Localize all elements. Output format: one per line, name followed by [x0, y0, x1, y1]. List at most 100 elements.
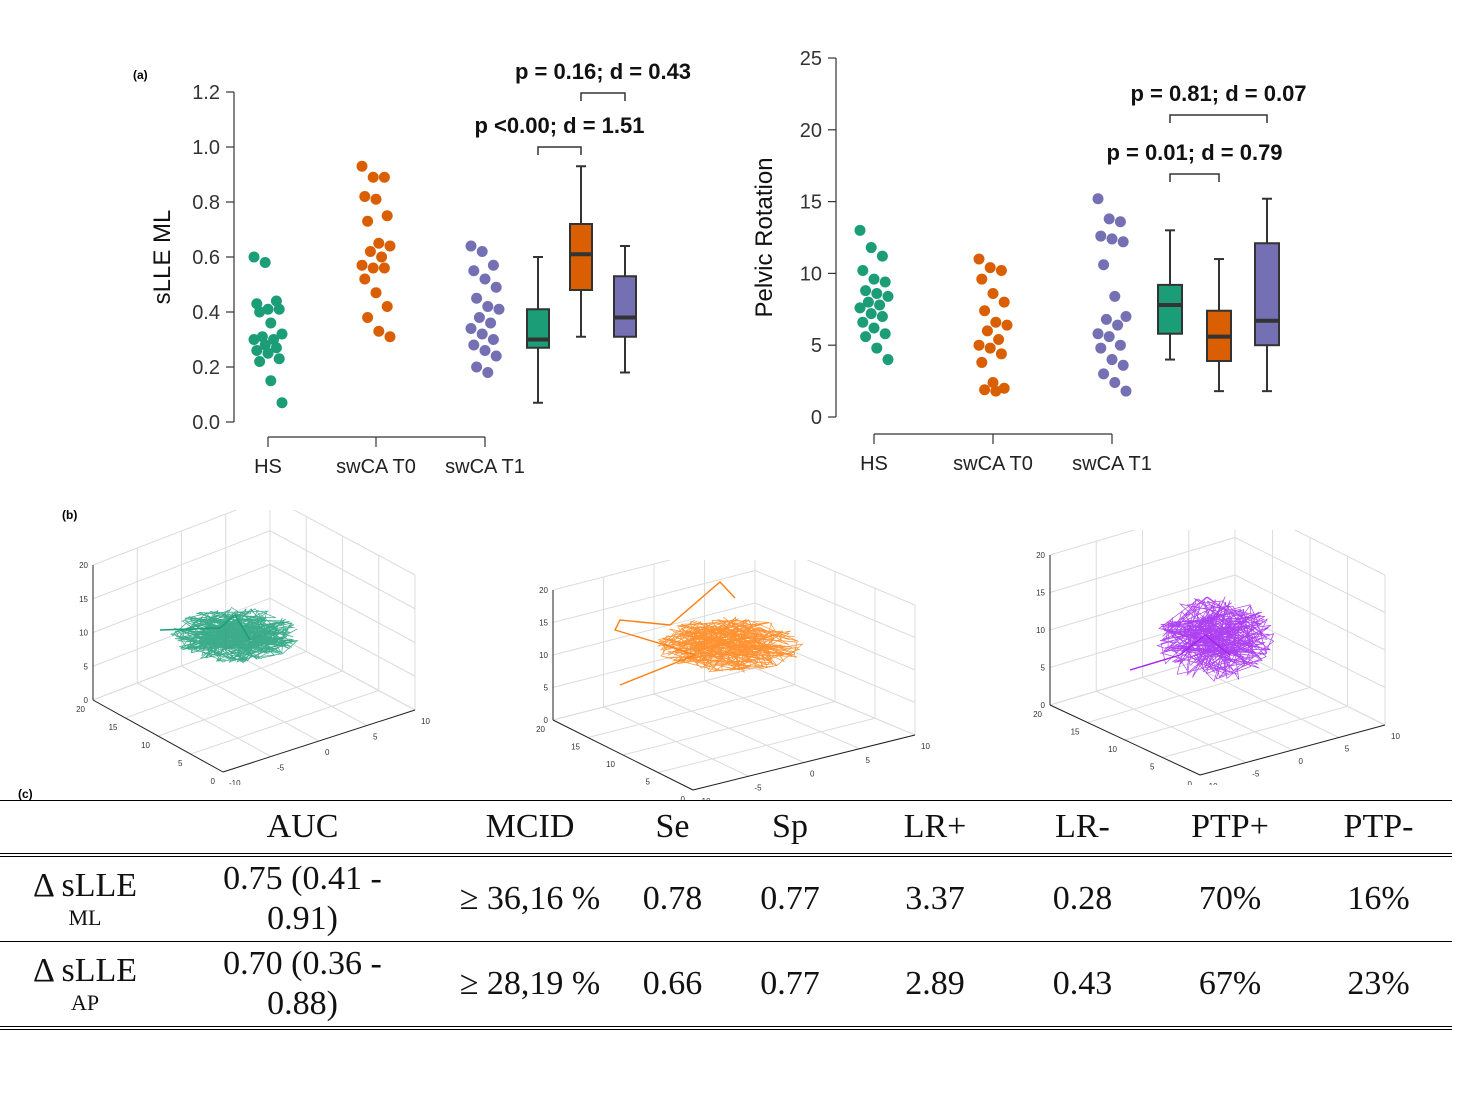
- data-point: [1114, 339, 1126, 351]
- data-point: [868, 273, 880, 285]
- header-se: Se: [655, 808, 690, 845]
- y-tick-label: 20: [800, 120, 822, 142]
- y-tick-label: 10: [606, 760, 615, 769]
- attractor-plot-swca-t1: 0 5 10 15 20 20 15 10 5 0 -10 -5 0 5 10: [1033, 530, 1400, 785]
- metric-name: Δ sLLE: [32, 867, 138, 904]
- data-point: [370, 287, 382, 299]
- data-point: [262, 347, 274, 359]
- data-point: [874, 299, 886, 311]
- x-tick-label: swCA T0: [336, 456, 416, 478]
- data-point: [373, 237, 385, 249]
- data-point: [876, 310, 888, 322]
- data-point: [865, 242, 877, 254]
- panel-label-c: (c): [18, 787, 33, 801]
- data-point: [273, 353, 285, 365]
- data-point: [990, 316, 1002, 328]
- metric-cell: Δ sLLE ML: [0, 855, 170, 942]
- data-point: [993, 333, 1005, 345]
- y-tick-label: 1.2: [192, 82, 220, 104]
- auc-cell: 0.75 (0.41 -0.91): [170, 855, 435, 942]
- y-tick-label: 15: [1071, 728, 1080, 737]
- sLLE-ml-chart: 0.0 0.2 0.4 0.6 0.8 1.0 1.2 sLLE ML HS swCA T0 swC…: [149, 59, 691, 478]
- header-auc: AUC: [266, 808, 339, 845]
- data-point: [1103, 331, 1115, 343]
- data-point: [262, 303, 274, 315]
- trajectory-line: [169, 607, 299, 664]
- data-point: [979, 384, 991, 396]
- y-axis-line: [92, 699, 224, 773]
- header-empty: [0, 801, 170, 856]
- y-axis-title: Pelvic Rotation: [751, 157, 778, 317]
- y-tick-label: 10: [1108, 745, 1117, 754]
- auc-line1: 0.75 (0.41 -: [223, 860, 382, 897]
- z-tick-label: 0: [1041, 701, 1046, 710]
- grid-line: [552, 570, 756, 623]
- data-point: [973, 339, 985, 351]
- y-axis-title: sLLE ML: [149, 210, 176, 305]
- data-point: [995, 265, 1007, 277]
- data-point: [984, 262, 996, 274]
- data-point: [1095, 342, 1107, 354]
- header-lr-neg: LR-: [1055, 808, 1110, 845]
- auc-line2: 0.88): [267, 985, 338, 1022]
- data-point: [254, 306, 266, 318]
- x-tick-label: 10: [921, 742, 930, 751]
- data-point: [251, 298, 263, 310]
- x-tick-label: 0: [325, 748, 330, 757]
- auc-line2: 0.91): [267, 900, 338, 937]
- z-tick-label: 20: [539, 586, 548, 595]
- grid-line: [552, 560, 672, 591]
- grid-line: [754, 602, 916, 671]
- data-point: [476, 328, 488, 340]
- y-tick-label: 20: [76, 705, 85, 714]
- x-tick-label: 10: [421, 717, 430, 726]
- y-tick-label: 0.8: [192, 192, 220, 214]
- z-tick-label: 10: [1036, 626, 1045, 635]
- z-tick-label: 20: [79, 561, 88, 570]
- data-point: [248, 334, 260, 345]
- data-point: [468, 339, 480, 351]
- grid-line: [657, 717, 876, 773]
- grid-line: [1142, 677, 1293, 751]
- data-point: [854, 224, 866, 236]
- significance-bracket: [1169, 114, 1268, 123]
- lr-neg-cell: 0.28: [1052, 880, 1113, 917]
- metric-cell: Δ sLLE AP: [0, 942, 170, 1029]
- x-tick-label: swCA T0: [953, 453, 1033, 475]
- data-point: [378, 171, 390, 183]
- data-point: [490, 281, 502, 293]
- z-tick-label: 5: [1041, 664, 1046, 673]
- grid-line: [552, 602, 756, 656]
- data-point: [1120, 310, 1132, 322]
- ptp-neg-cell: 23%: [1347, 965, 1410, 1002]
- x-axis-line: [692, 734, 916, 791]
- data-point: [865, 308, 877, 320]
- data-point: [384, 240, 396, 252]
- lr-pos-cell: 2.89: [905, 965, 965, 1002]
- data-point: [270, 342, 282, 354]
- y-tick-label: 15: [800, 192, 822, 214]
- data-point: [265, 317, 277, 329]
- y-tick-label: 1.0: [192, 137, 220, 159]
- x-tick-label: swCA T1: [445, 456, 525, 478]
- data-point: [862, 296, 874, 308]
- significance-bracket: [580, 92, 626, 101]
- panel-label-b: (b): [62, 508, 78, 522]
- lr-neg-cell: 0.43: [1052, 965, 1113, 1002]
- x-tick-label: -10: [1206, 782, 1218, 785]
- data-point: [1098, 259, 1110, 271]
- header-mcid: MCID: [485, 808, 575, 845]
- y-tick-label: 15: [109, 723, 118, 732]
- grid-line: [1293, 530, 1386, 576]
- data-point: [860, 285, 872, 297]
- data-point: [868, 322, 880, 334]
- data-point: [854, 302, 866, 314]
- data-point: [871, 288, 883, 300]
- x-tick-label: 10: [1391, 732, 1400, 741]
- grid-line: [92, 530, 271, 600]
- header-sp: Sp: [772, 808, 808, 845]
- grid-line: [1049, 537, 1236, 593]
- header-ptp-pos: PTP+: [1191, 808, 1269, 845]
- mcid-cell: ≥ 28,19 %: [459, 965, 601, 1002]
- y-tick-label: 5: [646, 778, 651, 787]
